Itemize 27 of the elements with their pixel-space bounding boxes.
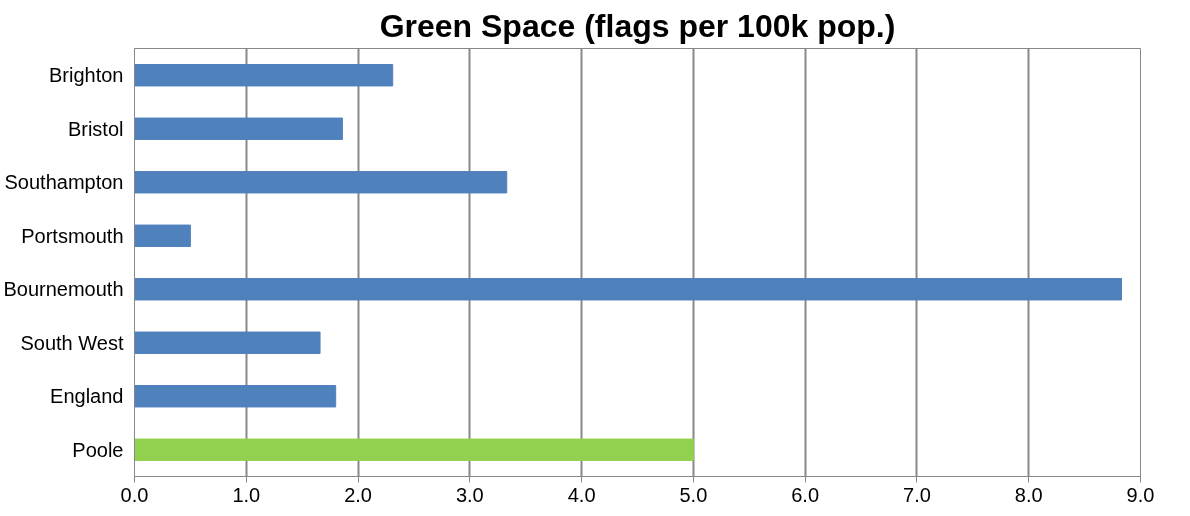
x-tick-label: 7.0: [903, 483, 931, 506]
bar: [134, 331, 321, 354]
x-tick-label: 2.0: [344, 483, 372, 506]
bar: [134, 278, 1122, 301]
x-tick-label: 4.0: [567, 483, 596, 506]
x-tick-label: 3.0: [455, 483, 484, 506]
y-tick-label: Portsmouth: [21, 224, 124, 247]
bar: [134, 385, 337, 408]
y-tick-label: Bournemouth: [3, 278, 124, 301]
y-tick-label: Southampton: [4, 171, 124, 194]
bar: [134, 438, 694, 461]
bar: [134, 171, 508, 194]
y-tick-label: South West: [20, 331, 124, 354]
y-tick-label: Bristol: [67, 117, 124, 140]
x-tick-label: 5.0: [679, 483, 708, 506]
x-tick-label: 9.0: [1126, 483, 1155, 506]
y-tick-label: Brighton: [49, 64, 124, 87]
bar: [134, 224, 191, 247]
x-tick-label: 6.0: [791, 483, 820, 506]
y-tick-label: Poole: [72, 438, 124, 461]
x-tick-label: 0.0: [120, 483, 149, 506]
y-tick-label: England: [50, 385, 124, 408]
bar: [134, 117, 343, 140]
x-tick-label: 1.0: [232, 483, 261, 506]
bar: [134, 64, 394, 87]
chart-title: Green Space (flags per 100k pop.): [379, 7, 896, 44]
x-tick-label: 8.0: [1014, 483, 1043, 506]
